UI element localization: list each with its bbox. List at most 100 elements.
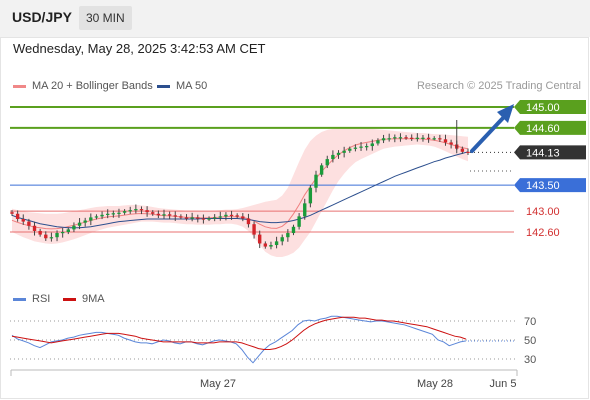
candle-body bbox=[167, 214, 172, 216]
candle-body bbox=[196, 217, 200, 219]
candle-body bbox=[184, 217, 189, 219]
level-label-current: 144.13 bbox=[526, 147, 560, 159]
candle-body bbox=[179, 216, 183, 218]
candle-body bbox=[10, 212, 14, 214]
legend-swatch-icon bbox=[13, 84, 26, 88]
x-tick-label: May 28 bbox=[417, 378, 453, 390]
candle-body bbox=[353, 147, 358, 149]
legend-swatch-icon bbox=[63, 297, 76, 301]
candle-body bbox=[286, 233, 290, 238]
candle-body bbox=[207, 218, 211, 220]
candle-body bbox=[190, 217, 194, 219]
candle-body bbox=[122, 211, 127, 213]
candle-body bbox=[72, 225, 76, 230]
candle-body bbox=[426, 137, 431, 139]
candle-body bbox=[201, 218, 206, 220]
candle-body bbox=[274, 241, 279, 246]
candle-body bbox=[89, 217, 93, 221]
candle-body bbox=[83, 220, 87, 223]
level-label-pivot: 142.60 bbox=[526, 227, 560, 239]
candle-body bbox=[381, 138, 386, 141]
candle-body bbox=[49, 237, 54, 239]
source-credit: Research © 2025 Trading Central bbox=[416, 80, 581, 92]
candle-body bbox=[269, 245, 273, 247]
candle-body bbox=[364, 146, 369, 148]
candle-body bbox=[325, 159, 329, 166]
candle-body bbox=[173, 215, 177, 217]
candle-body bbox=[258, 234, 262, 244]
rsi-series-rsi bbox=[11, 315, 467, 364]
candle-body bbox=[319, 165, 324, 175]
candle-body bbox=[38, 230, 42, 235]
rsi-tick-label: 70 bbox=[524, 316, 536, 328]
rsi-tick-label: 50 bbox=[524, 335, 536, 347]
candle-body bbox=[303, 203, 307, 217]
candle-body bbox=[77, 222, 82, 226]
candle-body bbox=[280, 237, 284, 242]
level-label-resistance: 145.00 bbox=[526, 102, 560, 114]
candle-body bbox=[27, 221, 31, 226]
candle-body bbox=[410, 137, 414, 139]
candle-body bbox=[212, 217, 217, 219]
candle-body bbox=[218, 216, 222, 218]
legend-rsi: RSI bbox=[13, 293, 50, 305]
legend-swatch-icon bbox=[157, 84, 170, 88]
candle-body bbox=[331, 154, 335, 160]
candle-body bbox=[139, 209, 144, 211]
candle-body bbox=[252, 224, 256, 235]
level-tag-resistance bbox=[514, 100, 586, 114]
candle-body bbox=[134, 209, 138, 211]
legend-ma50: MA 50 bbox=[157, 80, 207, 92]
candle-body bbox=[342, 150, 346, 153]
candle-body bbox=[263, 243, 268, 247]
level-tag-current bbox=[514, 145, 586, 160]
legend-swatch-icon bbox=[13, 297, 26, 301]
legend-label: MA 20 + Bollinger Bands bbox=[32, 80, 153, 92]
candle-body bbox=[421, 137, 425, 139]
candle-body bbox=[100, 214, 104, 217]
candle-body bbox=[370, 143, 374, 147]
candle-body bbox=[449, 142, 453, 145]
candle-body bbox=[66, 229, 70, 232]
candle-body bbox=[117, 212, 121, 214]
candle-body bbox=[404, 137, 408, 139]
header-bar: USD/JPY 30 MIN bbox=[0, 0, 590, 37]
candle-body bbox=[44, 234, 48, 239]
candle-body bbox=[111, 213, 116, 215]
legend-label: 9MA bbox=[82, 293, 105, 305]
candle-body bbox=[241, 216, 245, 219]
level-tag-support bbox=[514, 178, 586, 193]
legend-9ma: 9MA bbox=[63, 293, 105, 305]
candle-body bbox=[308, 187, 313, 204]
ma20-line bbox=[11, 138, 469, 230]
timeframe-selector[interactable]: 30 MIN bbox=[79, 6, 132, 30]
candle-body bbox=[432, 138, 436, 140]
x-tick-label: May 27 bbox=[200, 378, 236, 390]
candle-body bbox=[314, 174, 318, 188]
candle-body bbox=[348, 148, 352, 151]
candle-body bbox=[415, 137, 420, 139]
level-tag-resistance bbox=[514, 120, 586, 135]
candle-body bbox=[246, 218, 251, 225]
bollinger-band bbox=[12, 127, 468, 257]
chart-datetime: Wednesday, May 28, 2025 3:42:53 AM CET bbox=[13, 41, 266, 56]
candle-body bbox=[443, 139, 448, 143]
x-tick-label: Jun 5 bbox=[490, 378, 517, 390]
currency-pair: USD/JPY bbox=[12, 9, 72, 25]
legend-label: MA 50 bbox=[176, 80, 208, 92]
candle-body bbox=[60, 232, 65, 234]
legend-label: RSI bbox=[32, 293, 51, 305]
rsi-tick-label: 30 bbox=[524, 354, 536, 366]
candle-body bbox=[398, 137, 403, 139]
candle-body bbox=[466, 151, 470, 153]
forecast-arrowhead-icon bbox=[497, 104, 514, 123]
candle-body bbox=[359, 146, 363, 148]
candle-body bbox=[336, 152, 341, 155]
candle-body bbox=[151, 212, 155, 214]
legend-ma20-bollinger: MA 20 + Bollinger Bands bbox=[13, 80, 153, 92]
candle-body bbox=[156, 213, 161, 216]
candle-body bbox=[387, 138, 391, 140]
candle-body bbox=[376, 140, 380, 144]
candle-body bbox=[297, 216, 301, 227]
ma50-line bbox=[11, 151, 469, 229]
